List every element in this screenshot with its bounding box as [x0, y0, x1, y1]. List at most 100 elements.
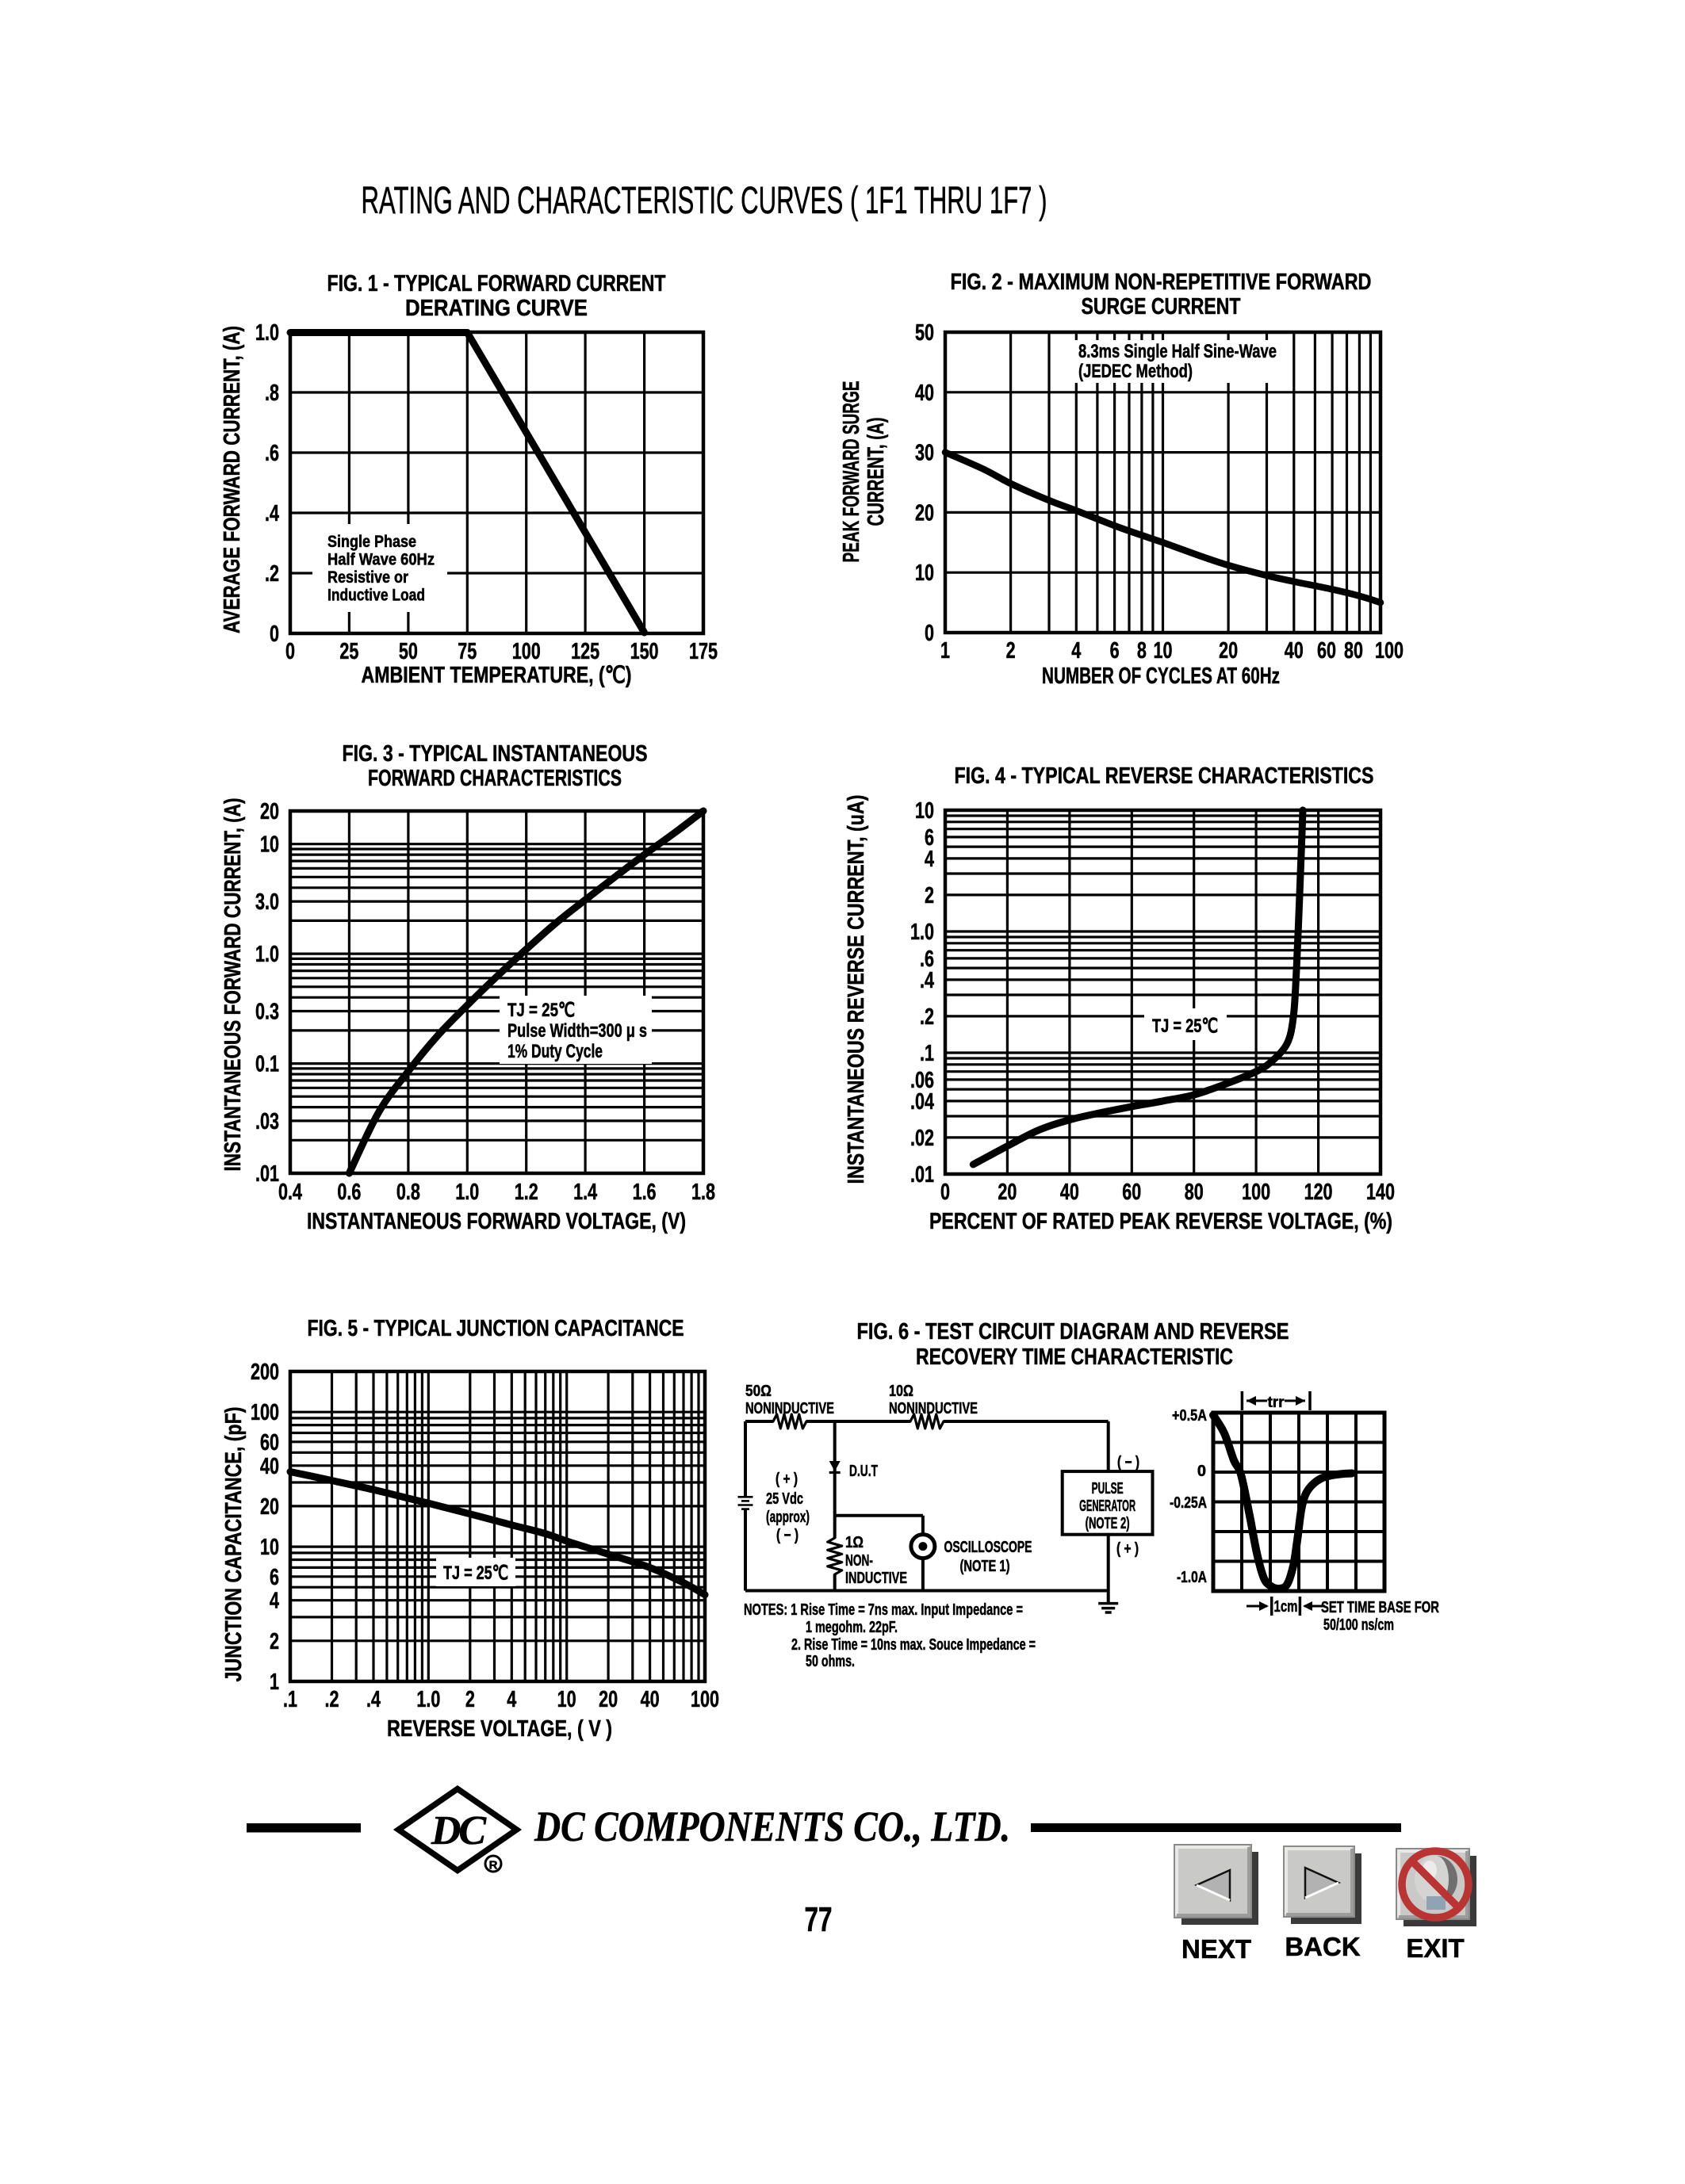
svg-text:.1: .1: [283, 1687, 297, 1712]
svg-text:PULSE: PULSE: [1092, 1480, 1124, 1497]
svg-text:NEXT: NEXT: [1181, 1934, 1251, 1964]
svg-text:1.0: 1.0: [455, 1180, 479, 1205]
svg-text:60: 60: [1317, 638, 1336, 664]
svg-text:20: 20: [260, 1494, 279, 1520]
svg-text:20: 20: [998, 1180, 1017, 1205]
svg-text:1.0: 1.0: [255, 320, 279, 346]
svg-text:0: 0: [940, 1180, 950, 1205]
svg-text:.1: .1: [920, 1041, 934, 1066]
svg-text:2: 2: [465, 1687, 475, 1712]
svg-text:-0.25A: -0.25A: [1170, 1494, 1207, 1512]
svg-text:100: 100: [1375, 638, 1404, 664]
svg-text:80: 80: [1344, 638, 1363, 664]
svg-text:Resistive or: Resistive or: [327, 568, 408, 587]
svg-text:FIG. 2 - MAXIMUM NON-REPETITIV: FIG. 2 - MAXIMUM NON-REPETITIVE FORWARD: [951, 270, 1372, 295]
svg-text:TJ = 25℃: TJ = 25℃: [507, 1000, 575, 1021]
svg-text:100: 100: [512, 639, 541, 664]
svg-text:INDUCTIVE: INDUCTIVE: [845, 1570, 907, 1587]
svg-text:100: 100: [251, 1400, 279, 1425]
svg-text:RECOVERY TIME CHARACTERISTIC: RECOVERY TIME CHARACTERISTIC: [916, 1344, 1233, 1370]
svg-text:100: 100: [691, 1687, 719, 1712]
svg-text:30: 30: [915, 441, 934, 466]
svg-text:TJ = 25℃: TJ = 25℃: [1152, 1016, 1218, 1037]
svg-text:2: 2: [925, 883, 934, 908]
svg-text:(NOTE 2): (NOTE 2): [1086, 1515, 1130, 1532]
svg-text:25: 25: [339, 639, 358, 664]
svg-text:(JEDEC Method): (JEDEC Method): [1078, 361, 1193, 382]
svg-text:0.4: 0.4: [278, 1180, 302, 1205]
svg-text:20: 20: [260, 799, 279, 824]
svg-text:Single Phase: Single Phase: [327, 533, 416, 551]
svg-text:BACK: BACK: [1285, 1932, 1360, 1961]
svg-text:Pulse Width=300 μ s: Pulse Width=300 μ s: [507, 1020, 647, 1042]
svg-text:120: 120: [1304, 1180, 1333, 1205]
svg-text:1.0: 1.0: [416, 1687, 440, 1712]
svg-text:75: 75: [458, 639, 477, 664]
svg-text:.8: .8: [265, 381, 279, 406]
svg-text:.02: .02: [910, 1126, 934, 1151]
svg-text:10Ω: 10Ω: [889, 1383, 913, 1400]
svg-text:4: 4: [1071, 638, 1081, 664]
svg-text:R: R: [489, 1859, 498, 1872]
svg-text:0.3: 0.3: [255, 1000, 279, 1025]
svg-text:0: 0: [270, 622, 279, 647]
svg-text:4: 4: [507, 1687, 516, 1712]
svg-text:125: 125: [571, 639, 599, 664]
svg-text:8.3ms Single Half Sine-Wave: 8.3ms Single Half Sine-Wave: [1078, 341, 1277, 362]
svg-text:INSTANTANEOUS FORWARD VOLTAGE,: INSTANTANEOUS FORWARD VOLTAGE, (V): [307, 1209, 686, 1234]
svg-text:60: 60: [1122, 1180, 1141, 1205]
svg-text:6: 6: [925, 825, 934, 851]
svg-text:.6: .6: [265, 441, 279, 466]
svg-text:DC: DC: [431, 1808, 488, 1853]
svg-text:NONINDUCTIVE: NONINDUCTIVE: [745, 1400, 834, 1417]
svg-text:2: 2: [270, 1629, 279, 1654]
svg-text:40: 40: [641, 1687, 660, 1712]
svg-text:0.6: 0.6: [337, 1180, 361, 1205]
svg-text:FIG. 1 - TYPICAL FORWARD CURRE: FIG. 1 - TYPICAL FORWARD CURRENT: [327, 271, 666, 296]
svg-text:.4: .4: [366, 1687, 381, 1712]
svg-text:CURRENT, (A): CURRENT, (A): [864, 418, 889, 526]
svg-text:40: 40: [915, 381, 934, 406]
svg-text:1: 1: [940, 638, 950, 664]
svg-text:.04: .04: [910, 1089, 934, 1115]
svg-text:40: 40: [1060, 1180, 1079, 1205]
svg-text:SET TIME BASE FOR: SET TIME BASE FOR: [1321, 1599, 1439, 1616]
svg-text:PERCENT OF RATED PEAK REVERSE: PERCENT OF RATED PEAK REVERSE VOLTAGE, (…: [929, 1209, 1392, 1234]
svg-text:.03: .03: [255, 1109, 279, 1134]
svg-text:.6: .6: [920, 947, 934, 972]
svg-text:150: 150: [630, 639, 659, 664]
svg-text:trr: trr: [1267, 1394, 1285, 1411]
svg-text:6: 6: [1110, 638, 1120, 664]
svg-text:1Ω: 1Ω: [845, 1534, 864, 1551]
svg-text:-1.0A: -1.0A: [1177, 1569, 1207, 1586]
svg-text:EXIT: EXIT: [1406, 1933, 1464, 1963]
svg-text:NONINDUCTIVE: NONINDUCTIVE: [889, 1400, 978, 1417]
svg-text:25 Vdc: 25 Vdc: [766, 1490, 803, 1508]
svg-text:50/100 ns/cm: 50/100 ns/cm: [1323, 1616, 1394, 1634]
svg-text:RATING AND CHARACTERISTIC CURV: RATING AND CHARACTERISTIC CURVES ( 1F1 T…: [362, 180, 1047, 222]
svg-text:NUMBER OF CYCLES AT 60Hz: NUMBER OF CYCLES AT 60Hz: [1042, 664, 1280, 689]
svg-text:0: 0: [285, 639, 295, 664]
svg-text:Half Wave 60Hz: Half Wave 60Hz: [327, 551, 435, 569]
svg-text:.4: .4: [265, 501, 279, 526]
svg-text:100: 100: [1242, 1180, 1270, 1205]
svg-text:10: 10: [260, 1535, 279, 1560]
svg-text:50: 50: [399, 639, 418, 664]
svg-text:1.6: 1.6: [633, 1180, 657, 1205]
svg-text:1.4: 1.4: [573, 1180, 597, 1205]
svg-text:( + ): ( + ): [775, 1471, 798, 1488]
svg-text:.01: .01: [910, 1162, 934, 1188]
svg-text:( + ): ( + ): [1116, 1540, 1139, 1558]
svg-text:+0.5A: +0.5A: [1172, 1407, 1207, 1425]
svg-text:50Ω: 50Ω: [745, 1383, 772, 1400]
svg-text:1.2: 1.2: [515, 1180, 538, 1205]
svg-text:NOTES: 1 Rise Time = 7ns max.: NOTES: 1 Rise Time = 7ns max. Input Impe…: [744, 1601, 1023, 1619]
svg-text:GENERATOR: GENERATOR: [1079, 1497, 1135, 1515]
svg-text:Inductive Load: Inductive Load: [327, 587, 425, 605]
svg-text:DC COMPONENTS CO., LTD.: DC COMPONENTS CO., LTD.: [534, 1803, 1010, 1850]
svg-text:AVERAGE FORWARD CURRENT, (A): AVERAGE FORWARD CURRENT, (A): [220, 326, 245, 633]
svg-text:.01: .01: [255, 1161, 279, 1187]
svg-text:175: 175: [689, 639, 718, 664]
svg-text:.2: .2: [265, 561, 279, 587]
svg-text:.2: .2: [920, 1004, 934, 1030]
